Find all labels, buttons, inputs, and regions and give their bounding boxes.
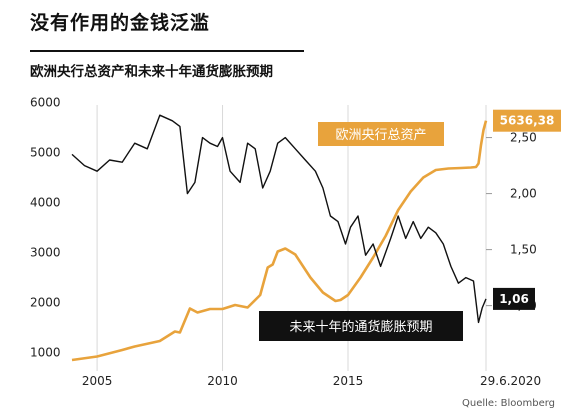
x-tick-label: 2015 — [333, 374, 364, 388]
x-tick-label: 2005 — [82, 374, 113, 388]
inflation-label-box — [259, 311, 463, 341]
x-axis: 2005 2010 2015 29.6.2020 — [82, 374, 541, 388]
inflation-series-label: 未来十年的通货膨胀预期 — [289, 319, 432, 335]
left-tick-label: 4000 — [30, 196, 61, 210]
chart-subtitle: 欧洲央行总资产和未来十年通货膨胀预期 — [30, 64, 273, 80]
series-lines — [71, 114, 488, 362]
left-tick-label: 6000 — [30, 96, 61, 110]
assets-end-box — [493, 109, 561, 132]
title-rule — [30, 50, 304, 52]
left-axis: 6000 5000 4000 3000 2000 1000 — [30, 96, 61, 360]
x-tick-label: 2010 — [207, 374, 238, 388]
right-axis: 2,502,001,501,00 — [486, 131, 537, 313]
left-tick-label: 3000 — [30, 246, 61, 260]
assets-end-value: 5636,38 — [500, 114, 555, 128]
left-tick-label: 2000 — [30, 296, 61, 310]
chart-title: 没有作用的金钱泛滥 — [30, 12, 211, 34]
source-note: Quelle: Bloomberg — [462, 398, 556, 409]
callouts: 5636,38 1,06 — [493, 109, 561, 310]
inflation-line — [71, 114, 487, 324]
inflation-end-value: 1,06 — [499, 292, 529, 306]
x-end-label: 29.6.2020 — [480, 374, 541, 388]
left-tick-label: 1000 — [30, 346, 61, 360]
assets-series-label: 欧洲央行总资产 — [335, 128, 426, 143]
assets-label-box — [318, 122, 444, 146]
right-tick-label: 2,00 — [510, 187, 537, 201]
inflation-end-box — [493, 287, 535, 310]
assets-line — [71, 120, 488, 362]
right-tick-label: 2,50 — [510, 131, 537, 145]
left-tick-label: 5000 — [30, 146, 61, 160]
right-tick-label: 1,50 — [510, 243, 537, 257]
